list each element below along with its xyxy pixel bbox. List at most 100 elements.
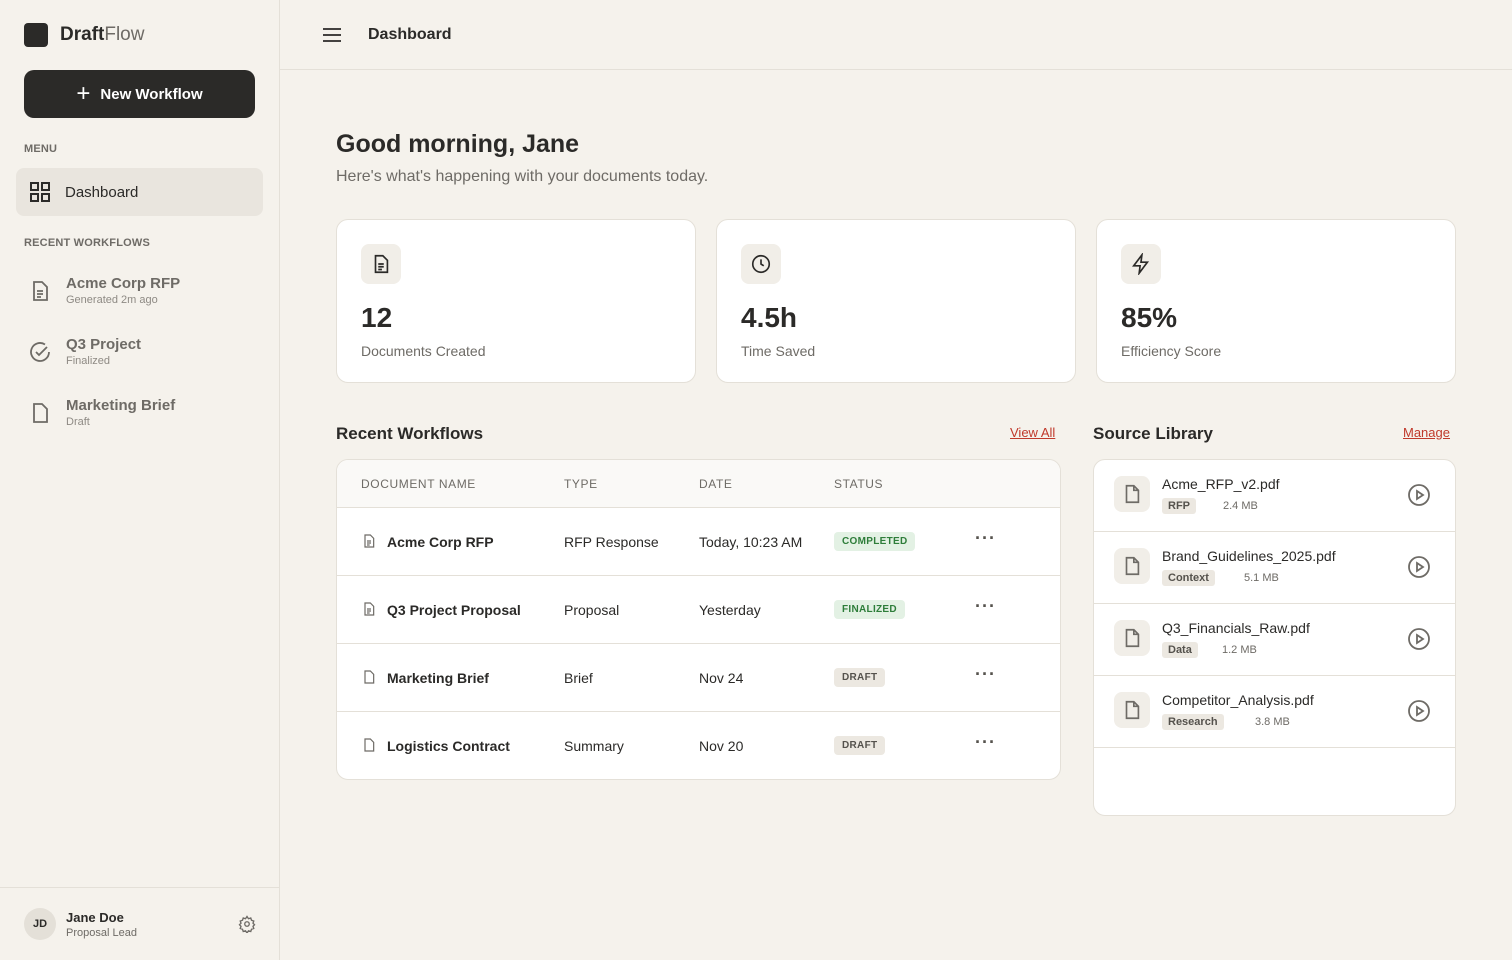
more-options-icon[interactable]: ···: [975, 732, 996, 752]
sidebar: DraftFlow + New Workflow MENU Dashboard …: [0, 0, 280, 960]
status-badge: FINALIZED: [834, 600, 905, 619]
logo[interactable]: DraftFlow: [24, 23, 144, 47]
stat-label: Documents Created: [361, 343, 486, 359]
document-name[interactable]: Acme Corp RFP: [387, 534, 494, 550]
file-name: Acme_RFP_v2.pdf: [1162, 476, 1280, 492]
file-size: 3.8 MB: [1255, 716, 1290, 728]
play-icon[interactable]: [1407, 555, 1431, 579]
file-icon: [33, 402, 48, 423]
document-date: Nov 20: [699, 738, 744, 754]
plus-icon: +: [76, 80, 91, 107]
recent-workflow-item[interactable]: Marketing Brief Draft: [28, 397, 175, 428]
grid-icon: [30, 182, 50, 202]
file-text-icon: [364, 602, 375, 616]
document-type: RFP Response: [564, 534, 659, 550]
file-icon: [364, 670, 375, 684]
table-header: DOCUMENT NAME TYPE DATE STATUS: [337, 460, 1060, 508]
stat-value: 85%: [1121, 302, 1178, 333]
menu-heading: MENU: [24, 143, 58, 155]
file-name: Q3_Financials_Raw.pdf: [1162, 620, 1310, 636]
library-item[interactable]: Q3_Financials_Raw.pdf Data 1.2 MB: [1094, 604, 1455, 676]
file-icon: [1114, 692, 1150, 728]
sidebar-item-dashboard[interactable]: Dashboard: [16, 168, 263, 216]
manage-link[interactable]: Manage: [1403, 425, 1450, 440]
file-icon: [1114, 620, 1150, 656]
document-date: Nov 24: [699, 670, 744, 686]
document-type: Summary: [564, 738, 624, 754]
new-workflow-label: New Workflow: [100, 85, 203, 103]
column-header: STATUS: [834, 477, 884, 491]
document-name[interactable]: Logistics Contract: [387, 738, 510, 754]
library-item[interactable]: Brand_Guidelines_2025.pdf Context 5.1 MB: [1094, 532, 1455, 604]
status-badge: DRAFT: [834, 736, 886, 755]
document-date: Yesterday: [699, 602, 761, 618]
file-icon: [1114, 548, 1150, 584]
column-header: DATE: [699, 477, 733, 491]
source-library-title: Source Library: [1093, 424, 1213, 443]
play-icon[interactable]: [1407, 483, 1431, 507]
logo-mark: [24, 23, 48, 47]
document-name[interactable]: Marketing Brief: [387, 670, 489, 686]
file-tag: RFP: [1162, 498, 1196, 514]
avatar: JD: [24, 908, 56, 940]
file-tag: Context: [1162, 570, 1215, 586]
stat-card-documents: 12 Documents Created: [336, 219, 696, 383]
file-icon: [1114, 476, 1150, 512]
user-profile[interactable]: JD Jane Doe Proposal Lead: [0, 887, 279, 960]
more-options-icon[interactable]: ···: [975, 664, 996, 684]
document-type: Brief: [564, 670, 593, 686]
library-item[interactable]: Acme_RFP_v2.pdf RFP 2.4 MB: [1094, 460, 1455, 532]
greeting: Good morning, Jane: [336, 130, 580, 158]
document-date: Today, 10:23 AM: [699, 534, 803, 550]
page-title: Dashboard: [368, 25, 452, 43]
file-size: 5.1 MB: [1244, 572, 1279, 584]
file-name: Brand_Guidelines_2025.pdf: [1162, 548, 1336, 564]
gear-icon[interactable]: [238, 915, 256, 933]
recent-sub: Draft: [66, 416, 90, 428]
recent-heading: RECENT WORKFLOWS: [24, 237, 151, 249]
user-name: Jane Doe: [66, 909, 124, 925]
subtitle: Here's what's happening with your docume…: [336, 168, 709, 185]
stat-value: 4.5h: [741, 302, 798, 333]
more-options-icon[interactable]: ···: [975, 596, 996, 616]
file-icon: [364, 738, 375, 752]
user-role: Proposal Lead: [66, 926, 137, 939]
stat-card-time: 4.5h Time Saved: [716, 219, 1076, 383]
brand-bold: Draft: [60, 24, 105, 45]
lightning-icon: [1121, 244, 1161, 284]
file-tag: Data: [1162, 642, 1198, 658]
document-type: Proposal: [564, 602, 620, 618]
topbar: Dashboard: [280, 0, 1512, 70]
table-row[interactable]: Q3 Project Proposal Proposal Yesterday F…: [337, 576, 1060, 644]
more-options-icon[interactable]: ···: [975, 528, 996, 548]
sidebar-item-label: Dashboard: [65, 183, 139, 201]
recent-workflow-item[interactable]: Acme Corp RFP Generated 2m ago: [28, 275, 180, 306]
file-text-icon: [33, 280, 48, 301]
table-row[interactable]: Logistics Contract Summary Nov 20 DRAFT …: [337, 712, 1060, 779]
play-icon[interactable]: [1407, 627, 1431, 651]
workflows-table: DOCUMENT NAME TYPE DATE STATUS Acme Corp…: [336, 459, 1061, 780]
stat-card-efficiency: 85% Efficiency Score: [1096, 219, 1456, 383]
table-row[interactable]: Acme Corp RFP RFP Response Today, 10:23 …: [337, 508, 1060, 576]
column-header: TYPE: [564, 477, 598, 491]
brand-light: Flow: [104, 24, 145, 45]
column-header: DOCUMENT NAME: [361, 477, 476, 491]
file-tag: Research: [1162, 714, 1224, 730]
document-name[interactable]: Q3 Project Proposal: [387, 602, 521, 618]
recent-workflow-item[interactable]: Q3 Project Finalized: [28, 336, 141, 367]
new-workflow-button[interactable]: + New Workflow: [24, 70, 255, 118]
file-size: 2.4 MB: [1223, 500, 1258, 512]
recent-workflows-title: Recent Workflows: [336, 424, 484, 443]
stat-value: 12: [361, 302, 393, 333]
recent-title: Acme Corp RFP: [66, 275, 181, 292]
library-item[interactable]: Competitor_Analysis.pdf Research 3.8 MB: [1094, 676, 1455, 748]
recent-title: Q3 Project: [66, 336, 142, 353]
recent-title: Marketing Brief: [66, 397, 176, 414]
play-icon[interactable]: [1407, 699, 1431, 723]
clock-icon: [741, 244, 781, 284]
stat-label: Efficiency Score: [1121, 343, 1222, 359]
menu-icon[interactable]: [320, 23, 344, 47]
view-all-link[interactable]: View All: [1010, 425, 1056, 440]
status-badge: DRAFT: [834, 668, 886, 687]
table-row[interactable]: Marketing Brief Brief Nov 24 DRAFT ···: [337, 644, 1060, 712]
